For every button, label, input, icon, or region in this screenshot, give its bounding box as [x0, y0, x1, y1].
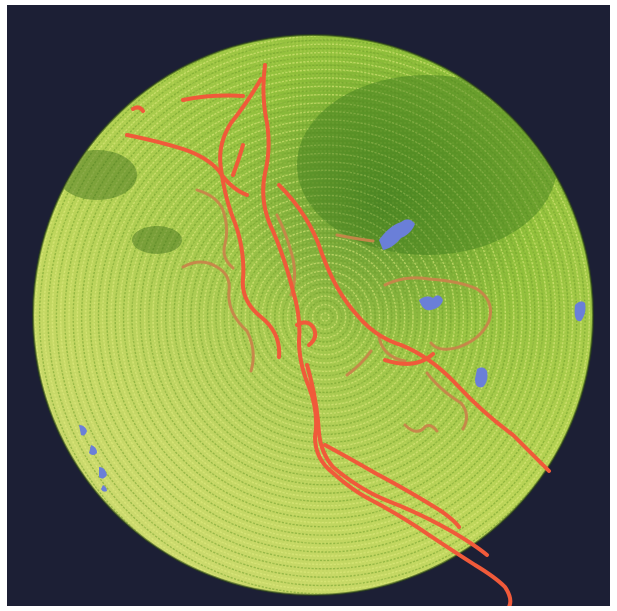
- embroidered-map-svg: [7, 5, 610, 606]
- water-features: [79, 219, 586, 492]
- embroidery-photo: [7, 5, 610, 606]
- major-roads: [125, 63, 551, 606]
- road-fragment: [131, 105, 145, 113]
- minor-roads: [181, 188, 492, 433]
- embroidered-disc: [32, 34, 594, 596]
